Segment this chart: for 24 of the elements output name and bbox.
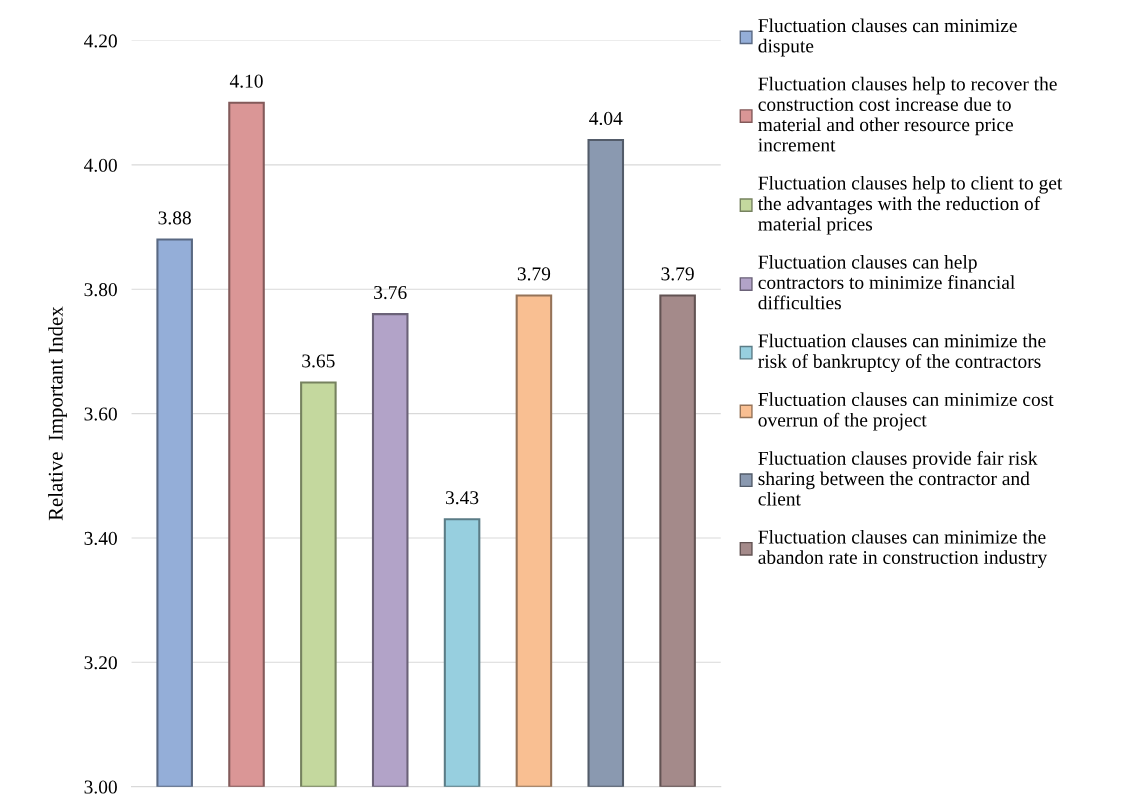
data-label: 3.76 xyxy=(374,286,407,300)
data-label: 4.04 xyxy=(589,111,623,126)
y-tick-label: 3.80 xyxy=(84,283,117,297)
legend-label: Fluctuation clauses can minimize cost overrun of the project xyxy=(758,392,1054,431)
legend-label: Fluctuation clauses help to recover the construction cost increase due to material and other resource price increment xyxy=(758,76,1057,152)
data-label: 3.65 xyxy=(302,354,335,368)
y-tick-label: 3.20 xyxy=(84,656,117,670)
y-tick-label: 3.40 xyxy=(84,531,117,545)
data-label: 4.10 xyxy=(229,74,263,88)
data-label: 3.88 xyxy=(158,211,191,225)
legend-label: Fluctuation clauses can minimize dispute xyxy=(758,18,1017,57)
legend-label: Fluctuation clauses can minimize the abandon rate in construction industry xyxy=(758,529,1048,568)
y-tick-label: 4.00 xyxy=(84,158,117,172)
data-label: 3.79 xyxy=(661,267,694,281)
legend-label: Fluctuation clauses can help contractors to minimize financial difficulties xyxy=(758,254,1015,310)
y-tick-label: 3.00 xyxy=(84,780,117,794)
legend-label: Fluctuation clauses help to client to get the advantages with the reduction of material prices xyxy=(757,175,1063,235)
y-tick-label: 4.20 xyxy=(84,34,117,48)
legend-label: Fluctuation clauses provide fair risk sharing between the contractor and client xyxy=(758,450,1038,506)
legend-label: Fluctuation clauses can minimize the risk of bankruptcy of the contractors xyxy=(758,333,1046,372)
data-label: 3.43 xyxy=(445,491,479,505)
y-tick-label: 3.60 xyxy=(84,407,117,421)
data-label: 3.79 xyxy=(517,267,551,281)
y-axis-title: Relative Important Index xyxy=(48,306,67,521)
